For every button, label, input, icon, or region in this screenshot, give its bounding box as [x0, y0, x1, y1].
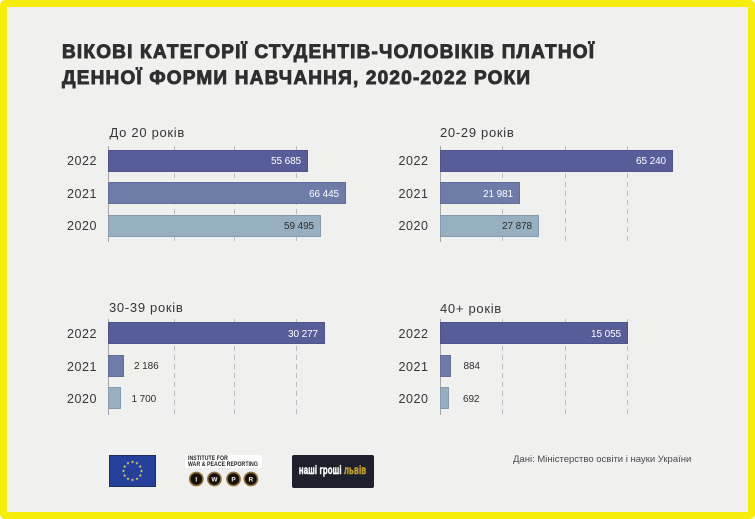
- svg-text:R: R: [249, 476, 254, 483]
- svg-text:P: P: [231, 476, 236, 483]
- svg-text:I: I: [195, 476, 197, 483]
- svg-text:W: W: [211, 476, 218, 483]
